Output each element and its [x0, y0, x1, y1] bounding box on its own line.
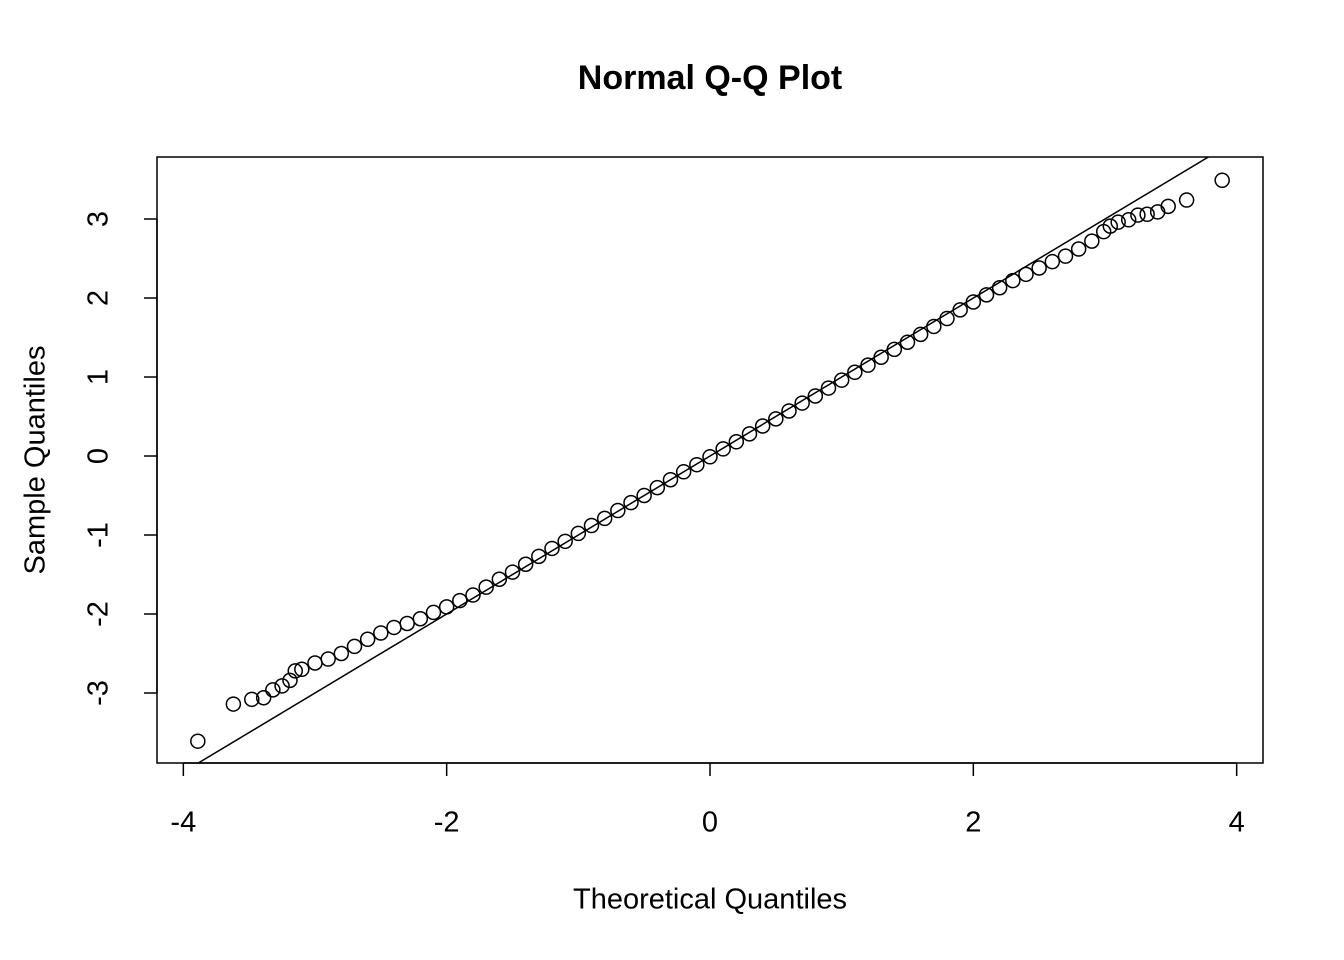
point — [715, 441, 731, 457]
point — [478, 579, 494, 595]
point — [847, 364, 863, 381]
point — [359, 631, 376, 648]
point — [570, 525, 587, 542]
point — [596, 510, 613, 527]
y-tick-label: -3 — [83, 680, 115, 706]
point — [991, 279, 1008, 296]
point — [807, 388, 824, 404]
point — [1044, 253, 1061, 270]
point — [544, 540, 560, 557]
point — [425, 604, 442, 621]
point — [412, 610, 429, 627]
point — [965, 294, 982, 310]
point — [583, 517, 600, 534]
y-tick-label: -2 — [83, 601, 115, 627]
point — [1057, 248, 1074, 264]
point — [675, 464, 692, 480]
point — [1160, 198, 1176, 215]
point — [623, 494, 639, 511]
x-tick-label: 0 — [702, 807, 718, 839]
point — [728, 434, 745, 450]
point — [1130, 207, 1146, 223]
point — [689, 456, 705, 473]
point — [504, 564, 521, 580]
point — [225, 696, 242, 712]
point — [399, 615, 415, 632]
x-tick-label: -2 — [434, 807, 460, 839]
point — [781, 403, 797, 419]
point — [1018, 266, 1034, 283]
reference-line — [196, 157, 1210, 763]
point — [873, 349, 889, 366]
point — [491, 571, 508, 587]
point — [1005, 272, 1021, 289]
point — [794, 395, 810, 411]
y-tick-label: -1 — [83, 522, 115, 548]
point — [662, 471, 679, 488]
point — [1110, 214, 1126, 230]
point — [1120, 212, 1137, 228]
point — [741, 426, 758, 442]
x-tick-label: 2 — [965, 807, 981, 839]
y-tick-label: 2 — [83, 290, 115, 306]
point — [886, 341, 903, 358]
point — [265, 682, 281, 698]
point — [1084, 233, 1100, 249]
point — [346, 638, 363, 655]
point — [320, 651, 336, 667]
x-tick-label: -4 — [170, 807, 196, 839]
point — [274, 678, 290, 694]
point — [833, 372, 850, 388]
point — [517, 556, 534, 572]
point — [386, 619, 402, 636]
point — [636, 487, 652, 504]
y-tick-label: 1 — [83, 369, 115, 385]
point — [610, 502, 626, 519]
point — [768, 411, 784, 427]
point — [307, 655, 323, 671]
point — [1070, 241, 1087, 257]
plot-box — [156, 156, 1264, 764]
point — [333, 645, 350, 662]
point — [1178, 192, 1195, 208]
y-tick-label: 3 — [83, 211, 115, 227]
point — [287, 663, 303, 679]
point — [557, 533, 573, 550]
point — [702, 449, 718, 465]
point — [465, 587, 481, 603]
point — [1149, 204, 1166, 220]
point — [1102, 218, 1119, 234]
point — [1031, 260, 1047, 276]
point — [244, 691, 260, 708]
point — [820, 380, 837, 396]
point — [190, 733, 206, 749]
point — [649, 479, 666, 496]
point — [1214, 172, 1230, 189]
point — [1139, 206, 1155, 223]
x-axis-label: Theoretical Quantiles — [573, 884, 847, 916]
point — [255, 689, 272, 706]
point — [952, 302, 968, 318]
point — [531, 548, 547, 565]
point — [754, 418, 771, 434]
point — [282, 672, 298, 689]
chart-title: Normal Q-Q Plot — [578, 59, 842, 97]
point — [373, 625, 389, 641]
point — [452, 592, 468, 609]
x-tick-label: 4 — [1229, 807, 1245, 839]
point — [860, 357, 876, 373]
point — [294, 661, 310, 678]
y-tick-label: 0 — [83, 448, 115, 464]
y-axis-label: Sample Quantiles — [20, 346, 52, 575]
